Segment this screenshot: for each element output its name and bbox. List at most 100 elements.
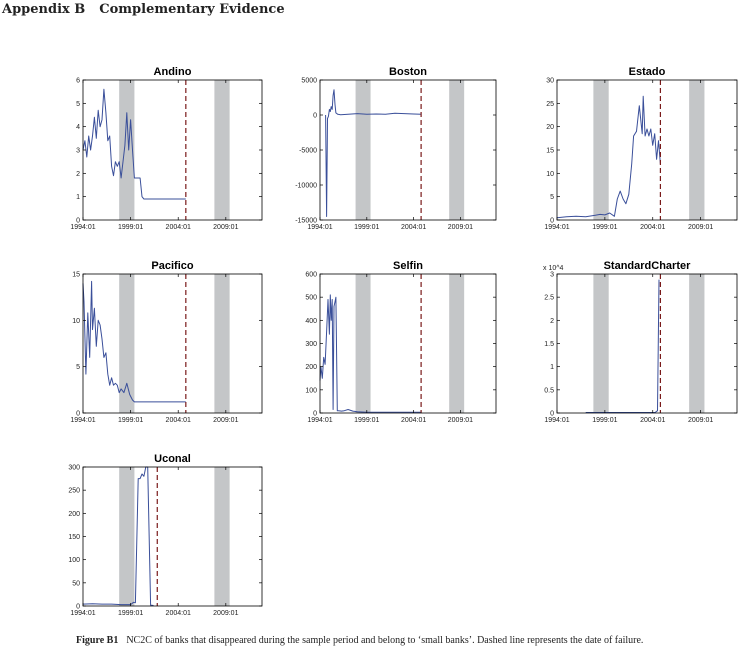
panel-title: Uconal <box>154 453 191 465</box>
shaded-period <box>119 467 135 606</box>
shaded-period <box>449 80 465 220</box>
y-axis-exponent: x 10^4 <box>543 265 564 272</box>
series-line <box>319 294 422 413</box>
x-tick-label: 1994:01 <box>70 610 95 617</box>
x-tick-label: 1994:01 <box>544 224 569 231</box>
x-tick-label: 2004:01 <box>640 224 665 231</box>
y-tick-label: 10 <box>546 171 554 178</box>
shaded-period <box>593 80 609 220</box>
series-line <box>82 88 186 200</box>
shaded-period <box>214 80 230 220</box>
shaded-period <box>119 80 135 220</box>
y-tick-label: 5 <box>76 101 80 108</box>
x-tick-label: 2009:01 <box>213 224 238 231</box>
x-tick-label: 2009:01 <box>448 417 473 424</box>
series-line <box>82 280 186 403</box>
panel-andino: 1994:01 1999:01 2004:01 2009:01 0 1 2 3 4 5 6 Andin… <box>70 66 263 231</box>
axes-frame <box>556 273 738 414</box>
series-line <box>585 279 660 413</box>
x-tick-label: 2004:01 <box>166 417 191 424</box>
y-tick-label: 4 <box>76 124 80 131</box>
y-tick-label: 500 <box>305 295 317 302</box>
axes-frame <box>319 79 497 221</box>
x-tick-label: 2004:01 <box>640 417 665 424</box>
y-tick-label: 3 <box>550 272 554 279</box>
x-tick-label: 2009:01 <box>213 610 238 617</box>
shaded-period <box>689 274 705 413</box>
panel-title: StandardCharter <box>604 260 692 272</box>
shaded-period <box>355 80 371 220</box>
panel-pacifico: 1994:01 1999:01 2004:01 2009:01 0 5 10 15 Pacifi… <box>70 260 263 424</box>
x-tick-label: 2004:01 <box>166 224 191 231</box>
shaded-period <box>214 274 230 413</box>
appendix-title: Complementary Evidence <box>99 2 285 17</box>
series-line <box>556 95 661 219</box>
y-tick-label: 2 <box>76 171 80 178</box>
y-tick-label: 0 <box>76 218 80 225</box>
y-tick-label: -10000 <box>295 183 317 190</box>
axes-frame <box>319 273 497 414</box>
x-tick-label: 2009:01 <box>448 224 473 231</box>
y-tick-label: 0 <box>550 411 554 418</box>
x-tick-label: 1999:01 <box>592 417 617 424</box>
y-tick-label: 5 <box>76 364 80 371</box>
y-tick-label: 20 <box>546 124 554 131</box>
y-tick-label: 1.5 <box>544 341 554 348</box>
y-tick-label: 600 <box>305 272 317 279</box>
y-tick-label: 100 <box>68 557 80 564</box>
y-tick-label: -5000 <box>299 148 317 155</box>
x-tick-label: 1999:01 <box>354 417 379 424</box>
y-tick-label: 0.5 <box>544 387 554 394</box>
y-tick-label: 2 <box>550 318 554 325</box>
y-tick-label: 0 <box>76 411 80 418</box>
x-tick-label: 1999:01 <box>354 224 379 231</box>
x-tick-label: 1994:01 <box>307 224 332 231</box>
y-tick-label: 5 <box>550 194 554 201</box>
panel-boston: 1994:01 1999:01 2004:01 2009:01 -15000 -10000… <box>295 66 497 231</box>
x-tick-label: 1994:01 <box>70 417 95 424</box>
figure-caption: Figure B1 NC2C of banks that disappeared … <box>76 635 643 646</box>
y-tick-label: 0 <box>76 604 80 611</box>
y-tick-label: 3 <box>76 148 80 155</box>
y-tick-label: 0 <box>313 113 317 120</box>
x-tick-label: 2009:01 <box>688 224 713 231</box>
panel-title: Pacifico <box>151 260 193 272</box>
shaded-period <box>119 274 135 413</box>
appendix-heading: Appendix B Complementary Evidence <box>2 2 285 17</box>
shaded-period <box>355 274 371 413</box>
figure-label: Figure B1 <box>76 635 119 646</box>
y-tick-label: 150 <box>68 534 80 541</box>
y-tick-label: 0 <box>313 411 317 418</box>
x-tick-label: 2004:01 <box>166 610 191 617</box>
y-tick-label: 0 <box>550 218 554 225</box>
figure-caption-text: NC2C of banks that disappeared during th… <box>126 635 644 646</box>
axes-frame <box>556 79 738 221</box>
panel-title: Estado <box>629 66 666 78</box>
x-tick-label: 1994:01 <box>307 417 332 424</box>
panel-title: Selfin <box>393 260 423 272</box>
panel-selfin: 1994:01 1999:01 2004:01 2009:01 0 100 200 300 40… <box>305 260 497 424</box>
y-tick-label: 6 <box>76 78 80 85</box>
y-tick-label: 1 <box>550 364 554 371</box>
y-tick-label: 15 <box>72 272 80 279</box>
y-tick-label: 300 <box>68 465 80 472</box>
y-tick-label: 10 <box>72 318 80 325</box>
x-tick-label: 2009:01 <box>688 417 713 424</box>
y-tick-label: 300 <box>305 341 317 348</box>
x-tick-label: 1999:01 <box>592 224 617 231</box>
y-tick-label: 5000 <box>301 78 317 85</box>
y-tick-label: 30 <box>546 78 554 85</box>
y-tick-label: 400 <box>305 318 317 325</box>
x-tick-label: 2004:01 <box>401 417 426 424</box>
y-tick-label: 15 <box>546 148 554 155</box>
series-line <box>325 89 422 217</box>
axes-frame <box>82 466 263 607</box>
shaded-period <box>214 467 230 606</box>
y-tick-label: 100 <box>305 387 317 394</box>
x-tick-label: 1994:01 <box>70 224 95 231</box>
panel-title: Boston <box>389 66 427 78</box>
y-tick-label: 2.5 <box>544 295 554 302</box>
panel-uconal: 1994:01 1999:01 2004:01 2009:01 0 50 100 150 200… <box>68 453 263 617</box>
series-line <box>82 466 154 606</box>
